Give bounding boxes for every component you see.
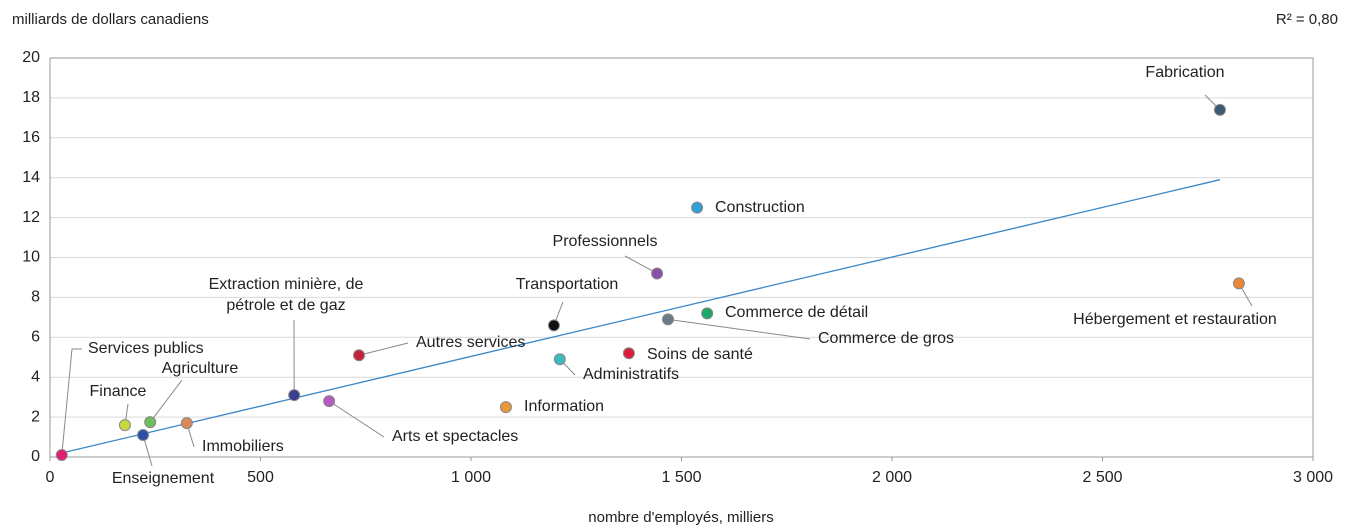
x-tick-label: 1 500 [661,469,701,486]
point [701,307,714,320]
x-tick-label: 1 000 [451,469,491,486]
point-label: Hébergement et restauration [1073,311,1277,328]
y-tick-label: 4 [31,368,40,385]
point-label: Administratifs [583,366,679,383]
y-tick-label: 14 [22,169,40,186]
point [1213,103,1226,116]
leader-line [328,400,385,438]
point [137,429,150,442]
point-label: Professionnels [553,233,658,250]
point-label: Finance [90,383,147,400]
trendline [61,179,1221,454]
point-label: Agriculture [162,360,239,377]
leader-line [358,342,409,356]
point [622,347,635,360]
point [691,201,704,214]
leader-line [149,379,183,423]
point [323,395,336,408]
point [553,353,566,366]
label-box: Extraction minière, de pétrole et de gaz [208,276,364,314]
x-tick-label: 0 [46,469,55,486]
y-tick-label: 10 [22,249,40,266]
point [353,349,366,362]
x-axis-title: nombre d'employés, milliers [588,509,773,526]
point [288,389,301,402]
point-label: Information [524,398,604,415]
point-label: Autres services [416,334,525,351]
y-tick-label: 20 [22,49,40,66]
y-tick-label: 16 [22,129,40,146]
point [651,267,664,280]
x-tick-label: 3 000 [1293,469,1333,486]
point [180,417,193,430]
point-label: Enseignement [112,470,215,487]
y-tick-label: 12 [22,209,40,226]
point [1232,277,1245,290]
y-axis-title: milliards de dollars canadiens [12,11,209,28]
point-label: Fabrication [1145,64,1224,81]
x-tick-label: 2 500 [1082,469,1122,486]
point-label: Commerce de détail [725,304,868,321]
y-tick-label: 2 [31,408,40,425]
point [144,416,157,429]
plot-border [49,57,1314,458]
y-tick-label: 6 [31,329,40,346]
point [547,319,560,332]
point-label: Soins de santé [647,346,753,363]
point-label: Commerce de gros [818,330,954,347]
x-tick-label: 500 [247,469,274,486]
point-label: Transportation [516,276,619,293]
point-label: Construction [715,199,805,216]
y-tick-label: 18 [22,89,40,106]
leader-line [667,318,811,340]
leader-line [61,348,82,456]
point [662,313,675,326]
point-label: Services publics [88,340,204,357]
point [55,449,68,462]
point [499,401,512,414]
y-tick-label: 8 [31,289,40,306]
x-tick-label: 2 000 [872,469,912,486]
point-label: Extraction minière, de pétrole et de gaz [208,276,364,314]
y-tick-label: 0 [31,448,40,465]
leader-line [624,255,658,274]
point-label: Immobiliers [202,438,284,455]
point-label: Arts et spectacles [392,428,518,445]
r-squared: R² = 0,80 [1276,11,1338,28]
point [118,419,131,432]
